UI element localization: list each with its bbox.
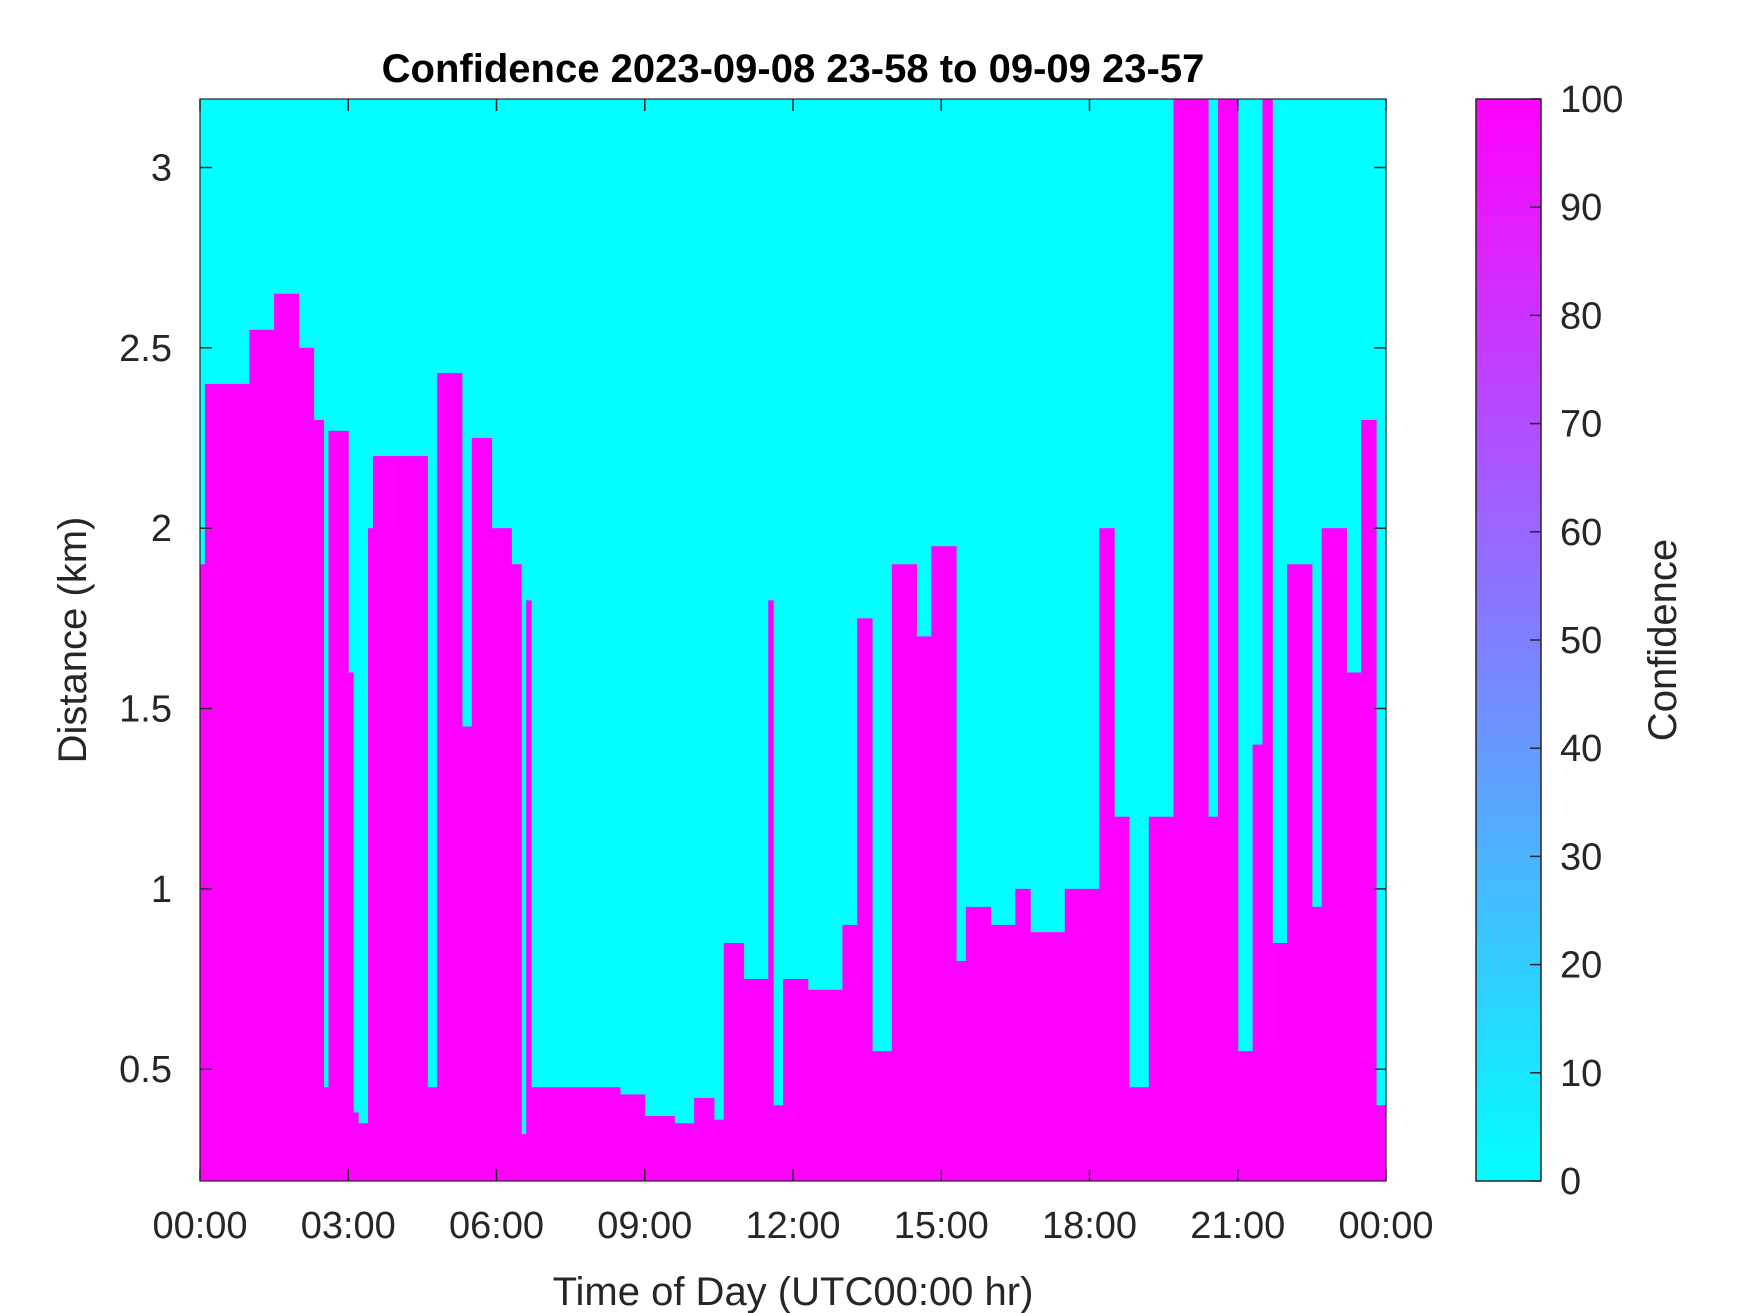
colorbar-tick-label: 70 [1560, 404, 1602, 446]
x-tick-label: 03:00 [301, 1205, 396, 1247]
colorbar-tick-label: 50 [1560, 620, 1602, 662]
colorbar-label: Confidence [1641, 539, 1685, 741]
heatmap-cell-35 [872, 1051, 893, 1181]
colorbar-tick-label: 10 [1560, 1053, 1602, 1095]
y-axis-label: Distance (km) [51, 517, 95, 764]
heatmap-cell-48 [1148, 816, 1175, 1181]
x-tick-label: 15:00 [894, 1205, 989, 1247]
heatmap-cell-51 [1217, 99, 1239, 1181]
x-tick-label: 21:00 [1190, 1205, 1285, 1247]
heatmap-cell-47 [1129, 1087, 1150, 1181]
heatmap-cell-7 [328, 430, 349, 1181]
heatmap-cell-40 [965, 906, 992, 1181]
heatmap-cell-9 [353, 1112, 359, 1181]
heatmap-cell-12 [372, 456, 428, 1181]
heatmap-cell-23 [644, 1116, 675, 1181]
heatmap-cell-5 [313, 419, 325, 1181]
heatmap-cell-53 [1252, 744, 1263, 1181]
chart-title: Confidence 2023-09-08 23-58 to 09-09 23-… [382, 47, 1205, 91]
heatmap-cell-6 [323, 1087, 329, 1181]
heatmap-cell-34 [857, 618, 873, 1181]
heatmap-cell-54 [1262, 99, 1273, 1181]
heatmap-cell-28 [743, 979, 769, 1181]
heatmap-cell-8 [348, 672, 354, 1181]
y-tick-label: 2.5 [119, 328, 172, 370]
heatmap-cell-33 [842, 924, 858, 1181]
colorbar-tick-label: 30 [1560, 836, 1602, 878]
y-tick-label: 0.5 [119, 1049, 172, 1091]
heatmap-cell-24 [674, 1123, 695, 1181]
heatmap-cell-57 [1311, 906, 1323, 1181]
heatmap-cell-26 [713, 1119, 725, 1181]
heatmap-cell-14 [437, 373, 463, 1181]
heatmap-cell-58 [1321, 528, 1347, 1181]
heatmap-cell-30 [773, 1105, 784, 1181]
heatmap-cell-29 [768, 600, 774, 1181]
heatmap-cell-45 [1099, 528, 1115, 1181]
heatmap-cell-49 [1173, 99, 1209, 1181]
heatmap-cell-3 [274, 293, 300, 1181]
heatmap-cell-25 [694, 1098, 715, 1181]
x-axis-label: Time of Day (UTC00:00 hr) [553, 1270, 1034, 1313]
heatmap-cell-60 [1361, 419, 1377, 1181]
heatmap-cell-56 [1287, 564, 1313, 1181]
colorbar-ticks: 0 10 20 30 40 50 60 70 80 90 100 [1530, 79, 1623, 1203]
colorbar-tick-label: 0 [1560, 1161, 1581, 1203]
y-axis: 0.5 1 1.5 2 2.5 3 [119, 148, 1386, 1091]
colorbar-tick-label: 100 [1560, 79, 1623, 121]
heatmap-cell-46 [1114, 816, 1130, 1181]
colorbar-tick-label: 60 [1560, 512, 1602, 554]
heatmap-cell-36 [891, 564, 918, 1181]
heatmap-cell-20 [526, 600, 532, 1181]
x-tick-label: 09:00 [597, 1205, 692, 1247]
y-tick-label: 2 [151, 508, 172, 550]
heatmap-cell-31 [783, 979, 809, 1181]
heatmap-cell-37 [916, 636, 932, 1181]
heatmap-cell-17 [491, 528, 512, 1181]
heatmap-cell-16 [471, 438, 493, 1181]
y-tick-label: 1 [151, 869, 172, 911]
heatmap-cell-13 [427, 1087, 438, 1181]
x-axis: 00:00 03:00 06:00 09:00 12:00 15:00 18:00 21:00… [152, 99, 1434, 1247]
heatmap-cell-1 [204, 383, 250, 1182]
heatmap-cell-38 [931, 546, 957, 1181]
heatmap-cell-44 [1064, 888, 1100, 1181]
heatmap-cell-32 [807, 989, 843, 1181]
colorbar-tick-label: 40 [1560, 728, 1602, 770]
x-tick-label: 00:00 [152, 1205, 247, 1247]
heatmap-cell-15 [461, 726, 473, 1181]
y-tick-label: 3 [151, 148, 172, 190]
x-tick-label: 00:00 [1338, 1205, 1433, 1247]
heatmap-cell-41 [990, 924, 1016, 1181]
heatmap-cell-42 [1015, 888, 1031, 1181]
heatmap-cell-2 [249, 329, 275, 1181]
heatmap-cell-39 [956, 960, 967, 1181]
heatmap-cell-4 [298, 347, 315, 1181]
colorbar-tick-label: 20 [1560, 945, 1602, 987]
heatmap-cell-22 [620, 1094, 646, 1181]
heatmap-cell-19 [521, 1134, 527, 1181]
heatmap-cell-43 [1030, 932, 1066, 1181]
heatmap-cell-21 [531, 1087, 621, 1181]
heatmap-cell-55 [1272, 942, 1288, 1181]
heatmap-cell-18 [511, 564, 522, 1181]
heatmap-cell-50 [1208, 816, 1219, 1181]
heatmap-cell-52 [1237, 1051, 1254, 1181]
x-tick-label: 12:00 [745, 1205, 840, 1247]
heatmap-cell-0 [200, 564, 206, 1181]
colorbar-tick-label: 90 [1560, 187, 1602, 229]
heatmap-cell-61 [1376, 1105, 1387, 1181]
heatmap-cell-10 [358, 1123, 369, 1181]
colorbar-tick-label: 80 [1560, 295, 1602, 337]
heatmap-cell-27 [723, 942, 745, 1181]
y-tick-label: 1.5 [119, 689, 172, 731]
heatmap-cell-59 [1346, 672, 1362, 1181]
plot-area [199, 98, 1387, 1182]
x-tick-label: 18:00 [1042, 1205, 1137, 1247]
heatmap-cell-11 [368, 528, 374, 1181]
x-tick-label: 06:00 [449, 1205, 544, 1247]
